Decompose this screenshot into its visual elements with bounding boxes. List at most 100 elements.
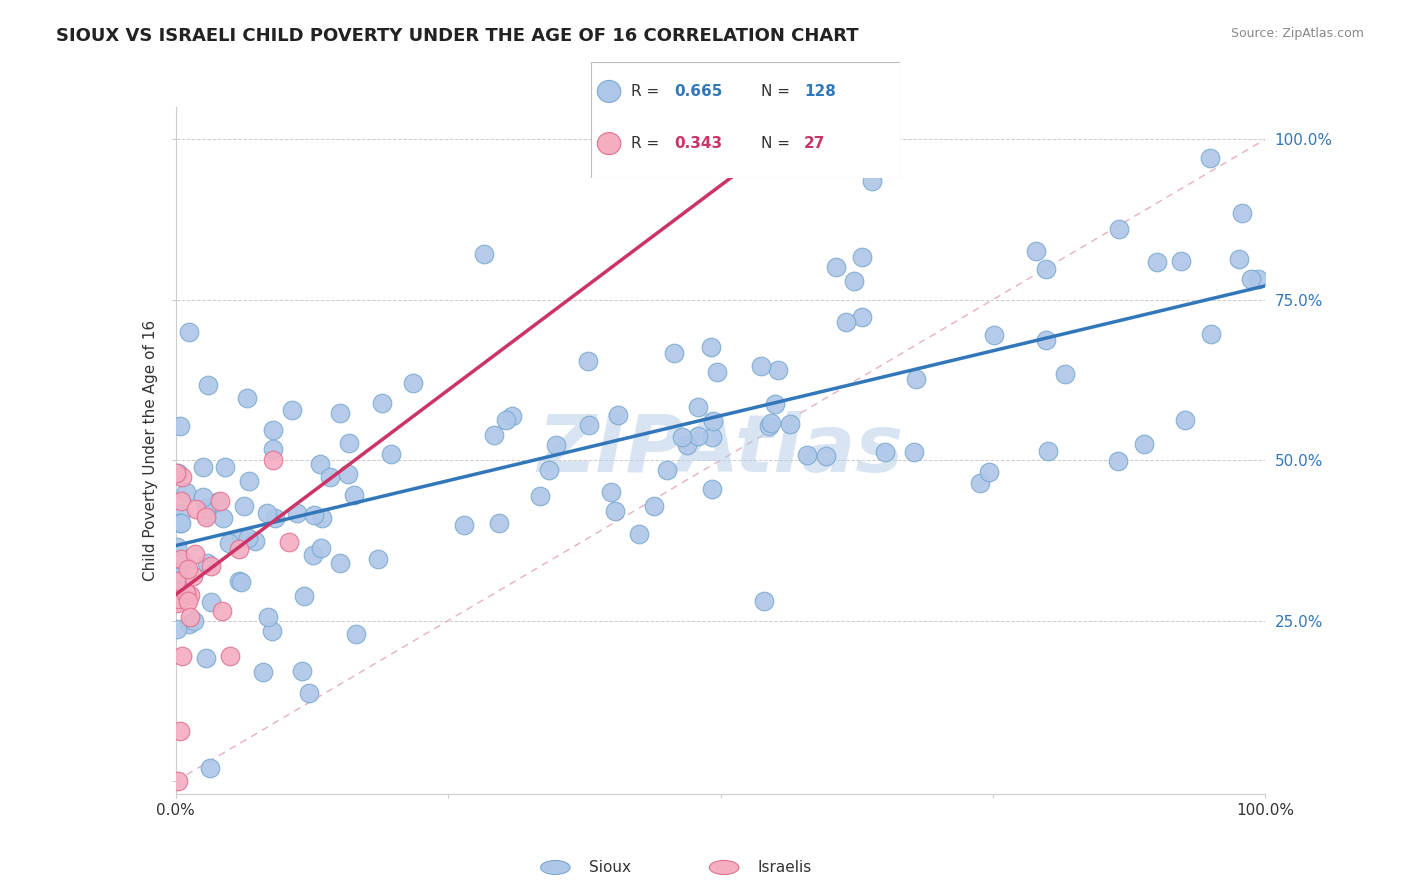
Point xyxy=(165,574,187,589)
Point xyxy=(309,458,332,472)
Point xyxy=(1227,252,1250,266)
Point xyxy=(166,622,188,636)
Point xyxy=(851,310,873,325)
Point xyxy=(278,535,301,549)
Point xyxy=(367,552,389,566)
Point xyxy=(235,391,257,405)
Point xyxy=(371,395,394,409)
Point xyxy=(1053,368,1076,382)
Point xyxy=(657,462,679,476)
Point xyxy=(194,509,217,524)
Point xyxy=(169,516,191,530)
Point xyxy=(252,665,274,680)
Point xyxy=(643,499,665,513)
Point xyxy=(702,430,724,444)
Point xyxy=(700,483,723,497)
Point xyxy=(482,427,505,442)
Point xyxy=(1199,152,1222,166)
Point xyxy=(229,531,252,545)
Point xyxy=(170,470,193,484)
Point xyxy=(983,328,1005,343)
Point xyxy=(170,494,193,508)
Point xyxy=(1247,272,1270,286)
Point xyxy=(167,592,190,607)
Point xyxy=(337,467,360,481)
Text: N =: N = xyxy=(761,136,794,151)
Point xyxy=(176,561,198,575)
Point xyxy=(195,556,218,570)
Text: Source: ZipAtlas.com: Source: ZipAtlas.com xyxy=(1230,27,1364,40)
Point xyxy=(262,424,284,438)
Point xyxy=(218,535,240,549)
Point xyxy=(170,506,193,520)
Point xyxy=(763,396,786,410)
Point xyxy=(686,400,709,414)
Text: N =: N = xyxy=(761,84,794,99)
Circle shape xyxy=(598,80,621,103)
Point xyxy=(1232,206,1254,220)
Point xyxy=(628,527,651,541)
Point xyxy=(1199,326,1222,341)
Point xyxy=(546,437,568,451)
Point xyxy=(287,506,309,520)
Text: ZIPAtlas: ZIPAtlas xyxy=(537,411,904,490)
Point xyxy=(766,363,789,377)
Point xyxy=(1108,222,1130,236)
Point xyxy=(184,547,207,561)
Point xyxy=(169,552,191,566)
Text: Sioux: Sioux xyxy=(589,860,631,875)
Point xyxy=(343,488,366,502)
Point xyxy=(197,377,219,392)
Point xyxy=(501,409,523,424)
Circle shape xyxy=(598,133,621,154)
Point xyxy=(488,516,510,531)
Point xyxy=(257,610,280,624)
Point xyxy=(1107,454,1129,468)
Point xyxy=(281,403,304,417)
Point xyxy=(835,315,858,329)
Point xyxy=(758,419,780,434)
Point xyxy=(344,627,367,641)
Point xyxy=(842,274,865,288)
Point xyxy=(169,418,191,433)
Point xyxy=(232,499,254,513)
Point xyxy=(179,588,201,602)
Point xyxy=(814,449,837,463)
Point xyxy=(166,540,188,554)
Point xyxy=(759,417,782,431)
Point xyxy=(183,569,205,583)
Point xyxy=(318,470,340,484)
Point xyxy=(1174,413,1197,427)
Point xyxy=(263,511,285,525)
Point xyxy=(905,372,928,386)
Point xyxy=(214,459,236,474)
Point xyxy=(671,430,693,444)
Point xyxy=(472,247,495,261)
Point xyxy=(796,449,818,463)
Text: R =: R = xyxy=(631,136,664,151)
Point xyxy=(860,174,883,188)
Point xyxy=(977,465,1000,479)
Point xyxy=(311,510,333,524)
Point xyxy=(1132,436,1154,450)
Point xyxy=(198,761,221,775)
Point xyxy=(166,774,188,789)
Point xyxy=(302,508,325,523)
Text: 128: 128 xyxy=(804,84,835,99)
Point xyxy=(1035,333,1057,347)
Point xyxy=(243,534,266,549)
Point xyxy=(706,365,728,379)
Point xyxy=(229,574,252,589)
Point xyxy=(236,531,259,545)
Point xyxy=(779,417,801,431)
Point xyxy=(256,507,278,521)
Text: R =: R = xyxy=(631,84,664,99)
Point xyxy=(328,406,350,420)
Point xyxy=(166,596,188,610)
Point xyxy=(200,595,222,609)
Point xyxy=(200,559,222,574)
Point xyxy=(191,459,214,474)
Point xyxy=(537,463,560,477)
Point xyxy=(177,326,200,340)
Point xyxy=(166,570,188,584)
